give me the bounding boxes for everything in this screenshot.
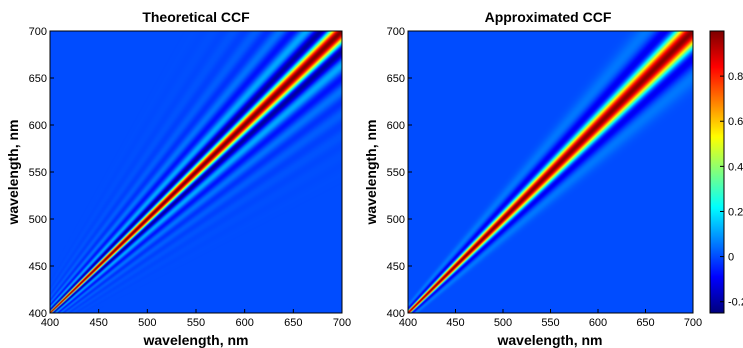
left-heatmap: [50, 31, 342, 313]
left-x-axis-label: wavelength, nm: [142, 332, 248, 348]
right-panel: Approximated CCF 400 450 500 550 600 650 700 4…: [363, 9, 702, 348]
x-tick-label: 400: [41, 317, 59, 329]
x-tick-label: 450: [89, 317, 107, 329]
x-tick-label: 500: [494, 317, 512, 329]
y-tick-label: 450: [29, 261, 47, 273]
y-tick-label: 600: [387, 120, 405, 132]
x-tick-label: 550: [187, 317, 205, 329]
x-tick-label: 500: [138, 317, 156, 329]
y-tick-label: 700: [29, 26, 47, 38]
left-y-ticks: 400 450 500 550 600 650 700: [29, 26, 54, 320]
x-tick-label: 600: [235, 317, 253, 329]
x-tick-label: 450: [446, 317, 464, 329]
right-y-axis-label: wavelength, nm: [363, 119, 379, 225]
x-tick-label: 600: [589, 317, 607, 329]
y-tick-label: 600: [29, 120, 47, 132]
colorbar-tick-label: 0: [728, 252, 734, 264]
x-tick-label: 700: [684, 317, 702, 329]
x-tick-label: 400: [399, 317, 417, 329]
y-tick-label: 500: [29, 214, 47, 226]
left-x-ticks: 400 450 500 550 600 650 700: [41, 309, 351, 329]
colorbar: 0.8 0.6 0.4 0.2 0 -0.2: [709, 30, 743, 314]
colorbar-ticks: 0.8 0.6 0.4 0.2 0 -0.2: [720, 71, 743, 309]
left-y-axis-label: wavelength, nm: [5, 119, 21, 225]
left-title: Theoretical CCF: [142, 9, 250, 25]
colorbar-tick-label: 0.2: [728, 206, 743, 218]
colorbar-tick-label: -0.2: [728, 297, 743, 309]
y-tick-label: 450: [387, 261, 405, 273]
y-tick-label: 550: [387, 167, 405, 179]
y-tick-label: 400: [387, 308, 405, 320]
x-tick-label: 650: [636, 317, 654, 329]
y-tick-label: 700: [387, 26, 405, 38]
right-heatmap: [408, 31, 693, 313]
colorbar-tick-label: 0.4: [728, 161, 743, 173]
y-tick-label: 650: [29, 73, 47, 85]
colorbar-tick-label: 0.8: [728, 71, 743, 83]
colorbar-frame: [709, 30, 725, 314]
x-tick-label: 650: [284, 317, 302, 329]
right-x-axis-label: wavelength, nm: [496, 332, 602, 348]
left-panel: Theoretical CCF 400 450 500 550 600 650 700 40…: [5, 9, 351, 348]
right-y-ticks: 400 450 500 550 600 650 700: [387, 26, 412, 320]
right-title: Approximated CCF: [485, 9, 612, 25]
colorbar-gradient: [710, 31, 724, 313]
y-tick-label: 650: [387, 73, 405, 85]
y-tick-label: 400: [29, 308, 47, 320]
x-tick-label: 550: [541, 317, 559, 329]
right-x-ticks: 400 450 500 550 600 650 700: [399, 309, 702, 329]
x-tick-label: 700: [333, 317, 351, 329]
y-tick-label: 550: [29, 167, 47, 179]
colorbar-tick-label: 0.6: [728, 116, 743, 128]
y-tick-label: 500: [387, 214, 405, 226]
